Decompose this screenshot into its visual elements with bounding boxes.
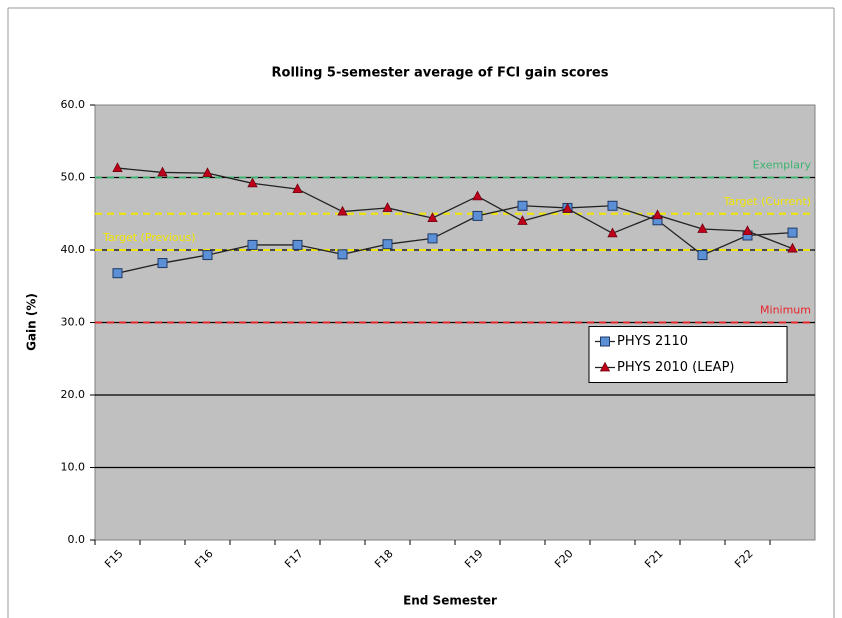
point (652, 209, 663, 220)
point (517, 200, 528, 211)
point (157, 258, 168, 269)
point (607, 227, 618, 238)
point (292, 239, 303, 250)
point (382, 202, 393, 212)
series-line (117, 205, 793, 274)
point (112, 162, 123, 172)
point (337, 205, 348, 216)
point (112, 268, 123, 279)
legend-label: PHYS 2110 (617, 334, 688, 349)
reference-label: Minimum (760, 304, 811, 317)
legend-box (588, 326, 788, 383)
point (382, 239, 393, 250)
x-axis-title: End Semester (403, 594, 497, 608)
series-line (117, 167, 793, 250)
point (787, 227, 798, 238)
point (517, 215, 528, 225)
point (292, 183, 303, 193)
point (697, 250, 708, 261)
point (600, 336, 610, 347)
y-tick-label: 60.0 (61, 98, 86, 111)
reference-label: Target (Previous) (102, 231, 196, 244)
point (157, 166, 168, 177)
point (247, 177, 258, 188)
point (337, 249, 348, 260)
point (202, 250, 213, 261)
point (787, 242, 798, 253)
point (427, 212, 438, 222)
point (247, 239, 258, 250)
y-tick-label: 20.0 (61, 388, 86, 401)
point (742, 225, 753, 236)
y-tick-label: 30.0 (61, 316, 86, 329)
point (472, 210, 483, 221)
y-tick-label: 10.0 (61, 461, 86, 474)
legend-label: PHYS 2010 (LEAP) (617, 360, 735, 375)
reference-label: Exemplary (753, 159, 812, 172)
legend: PHYS 2110 PHYS 2010 (LEAP) (588, 326, 788, 383)
y-tick-label: 40.0 (61, 243, 86, 256)
point (697, 223, 708, 233)
chart-title: Rolling 5-semester average of FCI gain s… (272, 66, 609, 81)
point (202, 167, 213, 178)
y-tick-label: 50.0 (61, 171, 86, 184)
point (562, 202, 573, 213)
point (472, 190, 483, 201)
reference-label: Target (Current) (723, 195, 811, 208)
point (427, 233, 438, 244)
point (599, 361, 611, 372)
y-axis-title: Gain (%) (25, 293, 39, 351)
y-tick-label: 0.0 (68, 533, 86, 546)
point (607, 200, 618, 211)
